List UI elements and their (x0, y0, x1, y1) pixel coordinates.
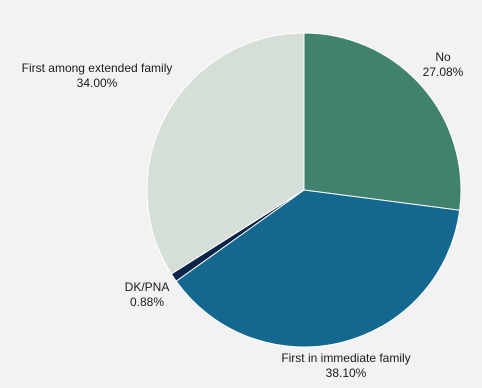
slice-value-label-first-in-immediate-family: 38.10% (326, 366, 367, 380)
slice-value-label-dk-pna: 0.88% (130, 295, 164, 309)
slices-layer (146, 32, 462, 348)
pie-slice-first-among-extended-family (146, 32, 305, 275)
slice-label-first-among-extended-family: First among extended family (22, 61, 173, 75)
pie-slice-no (303, 32, 462, 211)
slice-value-label-no: 27.08% (423, 65, 464, 79)
slice-value-label-first-among-extended-family: 34.00% (77, 76, 118, 90)
pie-slice-first-in-immediate-family (175, 189, 461, 348)
slice-label-dk-pna: DK/PNA (125, 280, 170, 294)
slice-label-no: No (435, 50, 451, 64)
slice-label-first-in-immediate-family: First in immediate family (281, 351, 410, 365)
